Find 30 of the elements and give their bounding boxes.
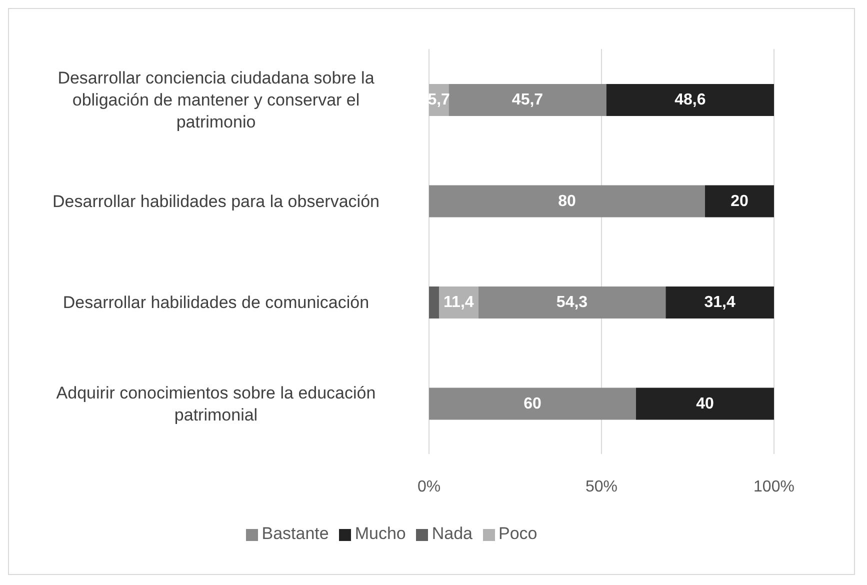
legend-label: Nada bbox=[432, 524, 473, 543]
legend-label: Poco bbox=[498, 524, 538, 543]
data-label: 60 bbox=[524, 395, 542, 412]
x-tick-label: 100% bbox=[754, 478, 794, 496]
data-label: 20 bbox=[730, 192, 748, 210]
bar bbox=[429, 185, 705, 218]
bar bbox=[429, 286, 440, 318]
data-label: 11,4 bbox=[444, 294, 474, 311]
x-tick-label: 0% bbox=[417, 478, 441, 496]
bar bbox=[478, 286, 666, 318]
legend-label: Bastante bbox=[262, 524, 329, 543]
data-label: 48,6 bbox=[674, 92, 706, 108]
bar bbox=[636, 388, 774, 420]
bar bbox=[666, 286, 774, 318]
y-tick-label: Desarrollar habilidades para la observación bbox=[52, 191, 380, 210]
legend-label: Mucho bbox=[354, 524, 406, 543]
data-label: 45,7 bbox=[512, 92, 544, 108]
data-label: 54,3 bbox=[556, 294, 588, 311]
bar bbox=[705, 185, 774, 218]
bar bbox=[448, 84, 606, 116]
data-label: 80 bbox=[558, 192, 576, 210]
data-label: 40 bbox=[696, 395, 714, 412]
data-label: 31,4 bbox=[704, 294, 736, 311]
y-tick-label: Desarrollar conciencia ciudadana sobre la obligación de mantener y conservar el patrimonio bbox=[58, 68, 375, 132]
x-tick-label: 50% bbox=[585, 478, 618, 496]
bar bbox=[606, 84, 774, 116]
y-tick-label: Adquirir conocimientos sobre la educación patrimonial bbox=[56, 382, 376, 424]
y-tick-label: Desarrollar habilidades de comunicación bbox=[62, 292, 370, 312]
data-label: 5,7 bbox=[428, 92, 450, 108]
bar bbox=[429, 388, 636, 420]
